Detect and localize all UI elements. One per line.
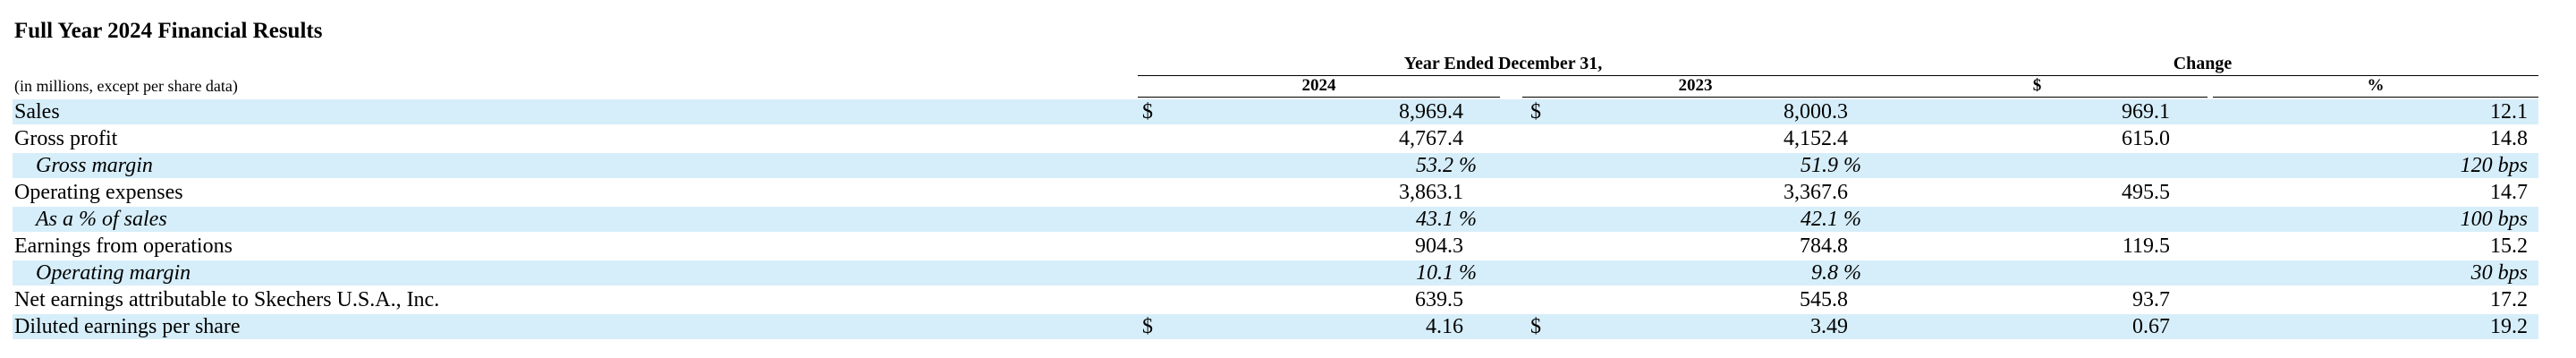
table-row-net-earnings: Net earnings attributable to Skechers U.…	[13, 286, 2538, 313]
value-2023: 4,152.4	[1784, 127, 1848, 150]
value-2024: 8,969.4	[1399, 100, 1463, 124]
currency-symbol-2023: $	[1530, 315, 1541, 338]
column-header-2024: 2024	[1301, 76, 1336, 95]
change-dollar: 119.5	[2122, 234, 2170, 258]
change-dollar: 0.67	[2132, 315, 2170, 338]
value-2023: 784.8	[1800, 234, 1848, 258]
value-2024: 43.1 %	[1416, 208, 1477, 231]
change-percent: 15.2	[2490, 234, 2528, 258]
change-dollar: 615.0	[2122, 127, 2170, 150]
change-percent: 14.7	[2490, 181, 2528, 204]
change-group-rule	[1867, 75, 2538, 76]
value-2024: 53.2 %	[1416, 154, 1477, 177]
value-2023: 3,367.6	[1784, 181, 1848, 204]
value-2024: 639.5	[1415, 288, 1463, 311]
value-2024: 4,767.4	[1399, 127, 1463, 150]
change-dollar	[1866, 260, 2170, 286]
value-2024: 3,863.1	[1399, 181, 1463, 204]
change-percent: 30 bps	[2470, 261, 2528, 285]
row-label: As a % of sales	[36, 208, 167, 231]
change-group-header: Change	[2173, 54, 2233, 73]
change-dollar	[1866, 152, 2170, 179]
change-dollar: 495.5	[2122, 181, 2170, 204]
currency-symbol-2024: $	[1142, 315, 1153, 338]
column-rule-2023	[1522, 97, 1868, 98]
period-group-rule	[1138, 75, 1868, 76]
value-2023: 51.9 %	[1801, 154, 1861, 177]
change-percent: 14.8	[2490, 127, 2528, 150]
change-dollar: 969.1	[2122, 100, 2170, 124]
column-header-change-dollar: $	[2032, 76, 2042, 95]
column-rule-change-percent	[2213, 97, 2538, 98]
row-label: Diluted earnings per share	[14, 315, 241, 338]
value-2024: 10.1 %	[1416, 261, 1477, 285]
change-dollar	[1866, 206, 2170, 233]
row-label: Gross profit	[14, 127, 118, 150]
row-label: Net earnings attributable to Skechers U.…	[14, 288, 440, 311]
change-percent: 120 bps	[2460, 154, 2528, 177]
row-label: Sales	[14, 100, 60, 124]
table-row-gross-margin: Gross margin 53.2 % 51.9 % 120 bps	[13, 152, 2538, 179]
row-label: Earnings from operations	[14, 234, 233, 258]
value-2023: 9.8 %	[1811, 261, 1861, 285]
table-row-gross-profit: Gross profit 4,767.4 4,152.4 615.0 14.8	[13, 125, 2538, 152]
value-2024: 4.16	[1426, 315, 1463, 338]
value-2023: 3.49	[1810, 315, 1848, 338]
value-2023: 545.8	[1800, 288, 1848, 311]
row-label: Operating margin	[36, 261, 191, 285]
table-row-opex-percent-of-sales: As a % of sales 43.1 % 42.1 % 100 bps	[13, 206, 2538, 233]
table-row-operating-expenses: Operating expenses 3,863.1 3,367.6 495.5…	[13, 179, 2538, 206]
value-2023: 8,000.3	[1784, 100, 1848, 124]
column-rule-2024	[1138, 97, 1500, 98]
page-title: Full Year 2024 Financial Results	[14, 19, 323, 43]
column-header-change-percent: %	[2367, 76, 2385, 95]
column-header-2023: 2023	[1678, 76, 1713, 95]
table-row-operating-margin: Operating margin 10.1 % 9.8 % 30 bps	[13, 260, 2538, 286]
row-label: Operating expenses	[14, 181, 183, 204]
value-2023: 42.1 %	[1801, 208, 1861, 231]
currency-symbol-2024: $	[1142, 100, 1153, 124]
column-rule-change-dollar	[1867, 97, 2207, 98]
change-percent: 19.2	[2490, 315, 2528, 338]
table-row-diluted-eps: Diluted earnings per share $ 4.16 $ 3.49…	[13, 313, 2538, 340]
change-percent: 100 bps	[2460, 208, 2528, 231]
value-2024: 904.3	[1415, 234, 1463, 258]
row-label: Gross margin	[36, 154, 153, 177]
currency-symbol-2023: $	[1530, 100, 1541, 124]
change-dollar: 93.7	[2132, 288, 2170, 311]
units-note: (in millions, except per share data)	[14, 77, 238, 95]
table-row-earnings-from-operations: Earnings from operations 904.3 784.8 119…	[13, 233, 2538, 260]
table-row-sales: Sales $ 8,969.4 $ 8,000.3 969.1 12.1	[13, 98, 2538, 125]
period-group-header: Year Ended December 31,	[1403, 54, 1603, 73]
change-percent: 12.1	[2490, 100, 2528, 124]
change-percent: 17.2	[2490, 288, 2528, 311]
